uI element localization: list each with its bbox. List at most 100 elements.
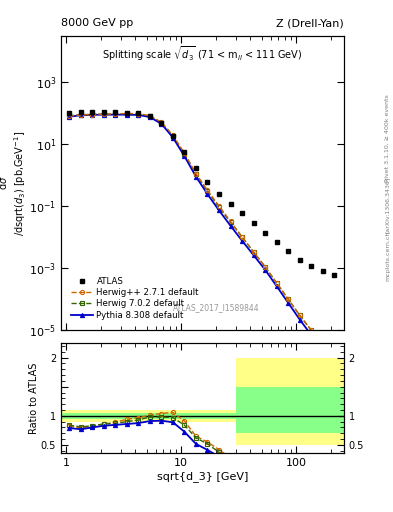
ATLAS <box>263 229 268 236</box>
Herwig 7.0.2 default <box>286 296 290 302</box>
Herwig++ 2.7.1 default <box>171 132 175 138</box>
Herwig++ 2.7.1 default <box>240 234 244 240</box>
Herwig++ 2.7.1 default <box>263 264 268 270</box>
Herwig 7.0.2 default <box>251 249 256 255</box>
Pythia 8.308 default <box>147 114 152 120</box>
Line: ATLAS: ATLAS <box>67 110 337 278</box>
Herwig 7.0.2 default <box>79 112 83 118</box>
ATLAS <box>147 113 152 119</box>
ATLAS <box>79 109 83 115</box>
Pythia 8.308 default <box>274 283 279 289</box>
Text: Z (Drell-Yan): Z (Drell-Yan) <box>276 18 344 29</box>
Text: Splitting scale $\sqrt{d_3}$ (71 < m$_{ll}$ < 111 GeV): Splitting scale $\sqrt{d_3}$ (71 < m$_{l… <box>102 45 303 63</box>
Pythia 8.308 default <box>228 223 233 229</box>
ATLAS <box>286 248 290 254</box>
Herwig 7.0.2 default <box>205 188 210 194</box>
Herwig 7.0.2 default <box>101 111 106 117</box>
Herwig 7.0.2 default <box>67 113 72 119</box>
Herwig++ 2.7.1 default <box>159 119 164 125</box>
Herwig++ 2.7.1 default <box>332 358 337 365</box>
ATLAS <box>136 110 141 116</box>
Herwig 7.0.2 default <box>228 219 233 225</box>
Pythia 8.308 default <box>332 359 337 366</box>
Herwig++ 2.7.1 default <box>182 150 187 156</box>
ATLAS <box>171 133 175 139</box>
Pythia 8.308 default <box>320 346 325 352</box>
ATLAS <box>217 191 221 197</box>
Pythia 8.308 default <box>263 267 268 273</box>
ATLAS <box>274 239 279 245</box>
Pythia 8.308 default <box>309 332 314 338</box>
ATLAS <box>205 179 210 185</box>
Pythia 8.308 default <box>159 121 164 127</box>
ATLAS <box>67 111 72 117</box>
ATLAS <box>101 109 106 115</box>
Herwig 7.0.2 default <box>332 356 337 362</box>
ATLAS <box>298 257 302 263</box>
Herwig 7.0.2 default <box>171 133 175 139</box>
Herwig++ 2.7.1 default <box>274 280 279 286</box>
ATLAS <box>113 110 118 116</box>
Herwig 7.0.2 default <box>217 204 221 210</box>
Text: Rivet 3.1.10, ≥ 400k events: Rivet 3.1.10, ≥ 400k events <box>385 94 390 182</box>
Herwig++ 2.7.1 default <box>228 218 233 224</box>
Pythia 8.308 default <box>286 300 290 306</box>
Herwig 7.0.2 default <box>90 111 94 117</box>
Herwig 7.0.2 default <box>159 120 164 126</box>
Herwig 7.0.2 default <box>194 171 198 177</box>
Pythia 8.308 default <box>182 153 187 159</box>
X-axis label: sqrt{d_3} [GeV]: sqrt{d_3} [GeV] <box>157 471 248 482</box>
ATLAS <box>309 263 314 269</box>
Herwig++ 2.7.1 default <box>194 170 198 177</box>
Herwig 7.0.2 default <box>147 113 152 119</box>
Pythia 8.308 default <box>171 135 175 141</box>
Herwig 7.0.2 default <box>263 264 268 270</box>
Y-axis label: Ratio to ATLAS: Ratio to ATLAS <box>29 362 39 434</box>
ATLAS <box>320 268 325 274</box>
Herwig++ 2.7.1 default <box>113 111 118 117</box>
Pythia 8.308 default <box>136 112 141 118</box>
Line: Herwig 7.0.2 default: Herwig 7.0.2 default <box>67 112 336 361</box>
Herwig++ 2.7.1 default <box>286 296 290 302</box>
Herwig++ 2.7.1 default <box>90 112 94 118</box>
Text: 8000 GeV pp: 8000 GeV pp <box>61 18 133 29</box>
ATLAS <box>182 149 187 155</box>
Pythia 8.308 default <box>194 174 198 180</box>
Herwig++ 2.7.1 default <box>67 113 72 119</box>
Herwig++ 2.7.1 default <box>320 344 325 350</box>
Herwig 7.0.2 default <box>309 327 314 333</box>
Legend: ATLAS, Herwig++ 2.7.1 default, Herwig 7.0.2 default, Pythia 8.308 default: ATLAS, Herwig++ 2.7.1 default, Herwig 7.… <box>68 273 202 323</box>
ATLAS <box>332 272 337 278</box>
Pythia 8.308 default <box>251 252 256 258</box>
Line: Herwig++ 2.7.1 default: Herwig++ 2.7.1 default <box>67 112 336 364</box>
Herwig++ 2.7.1 default <box>79 112 83 118</box>
Herwig 7.0.2 default <box>320 342 325 348</box>
Herwig 7.0.2 default <box>113 111 118 117</box>
Herwig++ 2.7.1 default <box>147 113 152 119</box>
ATLAS <box>124 110 129 116</box>
Herwig++ 2.7.1 default <box>101 111 106 117</box>
Herwig 7.0.2 default <box>124 111 129 117</box>
Pythia 8.308 default <box>124 112 129 118</box>
Herwig++ 2.7.1 default <box>298 312 302 318</box>
Pythia 8.308 default <box>217 207 221 214</box>
Herwig++ 2.7.1 default <box>251 249 256 255</box>
Pythia 8.308 default <box>113 112 118 118</box>
Herwig++ 2.7.1 default <box>217 203 221 209</box>
Herwig++ 2.7.1 default <box>205 187 210 194</box>
Pythia 8.308 default <box>101 112 106 118</box>
Herwig++ 2.7.1 default <box>309 327 314 333</box>
ATLAS <box>240 210 244 217</box>
Pythia 8.308 default <box>79 112 83 118</box>
Herwig 7.0.2 default <box>240 234 244 240</box>
Herwig++ 2.7.1 default <box>124 111 129 117</box>
Pythia 8.308 default <box>67 114 72 120</box>
ATLAS <box>228 201 233 207</box>
ATLAS <box>194 165 198 171</box>
Herwig 7.0.2 default <box>298 312 302 318</box>
Text: mcplots.cern.ch: mcplots.cern.ch <box>385 231 390 281</box>
Pythia 8.308 default <box>240 238 244 244</box>
Herwig 7.0.2 default <box>136 111 141 117</box>
ATLAS <box>251 220 256 226</box>
ATLAS <box>159 120 164 126</box>
